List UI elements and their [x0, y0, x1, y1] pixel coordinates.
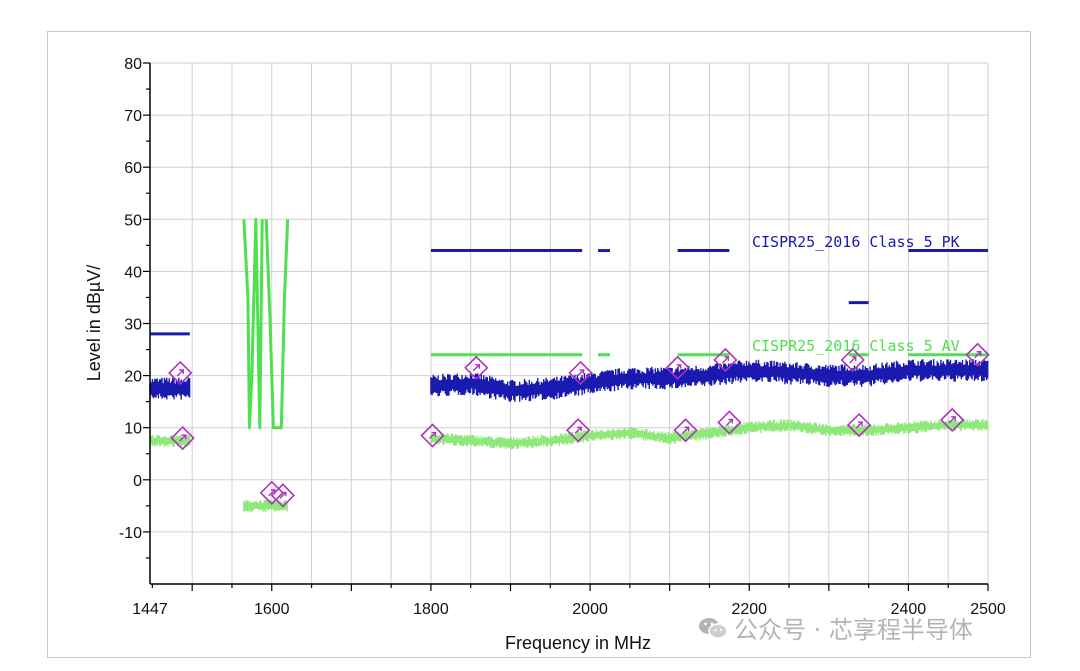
y-tick-label: 50	[124, 212, 142, 229]
x-tick-label: 2200	[731, 601, 767, 618]
trace-series	[149, 217, 989, 512]
marker-arrow	[176, 369, 184, 377]
x-tick-label: 2500	[970, 601, 1006, 618]
marker-diamond	[846, 412, 872, 438]
marker-arrow	[682, 426, 690, 434]
y-tick-label: 70	[124, 108, 142, 125]
marker-diamond	[170, 425, 195, 451]
y-tick-label: 30	[124, 317, 142, 334]
limit-labels: CISPR25_2016 Class 5 PK CISPR25_2016 Clas…	[752, 233, 960, 355]
x-axis-title: Frequency in MHz	[505, 633, 651, 653]
marker-diamond	[940, 407, 965, 433]
peak-marker	[673, 418, 698, 443]
marker-arrow	[948, 416, 956, 424]
peak-marker	[568, 360, 593, 386]
watermark: 公众号 · 芯享程半导体	[698, 610, 973, 645]
y-tick-label: 80	[124, 56, 142, 73]
marker-arrow	[721, 356, 730, 364]
marker-arrow	[279, 491, 287, 499]
x-tick-label: 1447	[132, 601, 168, 618]
marker-arrow	[179, 434, 187, 442]
marker-arrow	[574, 426, 582, 434]
marker-diamond	[270, 483, 296, 508]
x-tick-label: 2400	[891, 601, 927, 618]
peak-marker	[840, 347, 865, 373]
peak-marker	[168, 360, 193, 386]
y-tick-label: -10	[119, 525, 142, 542]
marker-arrow	[855, 421, 863, 429]
limit-line-label: CISPR25_2016 Class 5 AV	[752, 337, 960, 355]
y-tick-label: 60	[124, 160, 142, 177]
y-axis-title: Level in dBµV/	[84, 265, 104, 381]
marker-diamond	[566, 418, 591, 443]
marker-diamond	[464, 355, 489, 380]
peak-markers	[168, 342, 990, 508]
x-tick-label: 1800	[413, 601, 449, 618]
x-tick-label: 1600	[254, 601, 290, 618]
y-tick-label: 10	[124, 421, 142, 438]
grid	[150, 62, 989, 584]
series-av-band-trace	[242, 217, 264, 430]
marker-diamond	[420, 423, 445, 448]
peak-marker	[717, 410, 742, 435]
y-tick-label: 40	[124, 264, 142, 281]
series-av	[430, 419, 989, 450]
peak-marker	[566, 418, 591, 443]
marker-arrow	[429, 431, 437, 440]
peak-marker	[846, 412, 872, 438]
limit-lines	[150, 249, 988, 388]
marker-diamond	[713, 347, 738, 373]
marker-diamond	[717, 410, 742, 435]
peak-marker	[464, 355, 489, 380]
marker-arrow	[974, 351, 982, 359]
peak-marker	[420, 423, 445, 448]
series-av	[243, 499, 288, 512]
x-tick-label: 2000	[572, 601, 608, 618]
peak-marker	[170, 425, 195, 451]
axes: -10 0 10 20 30 40 50 60 70 80 1447 1600 1800 2000 2200…	[119, 56, 1006, 618]
marker-diamond	[665, 355, 690, 380]
limit-line-label: CISPR25_2016 Class 5 PK	[752, 233, 960, 251]
watermark-text: 公众号 · 芯享程半导体	[734, 616, 973, 644]
peak-marker	[713, 347, 738, 373]
marker-diamond	[168, 360, 193, 386]
marker-diamond	[568, 360, 593, 386]
chart-frame	[47, 31, 1031, 658]
peak-marker	[965, 342, 990, 367]
series-av-band-trace	[264, 219, 290, 430]
marker-arrow	[725, 418, 734, 426]
marker-diamond	[840, 347, 865, 373]
peak-marker	[665, 355, 690, 380]
peak-marker	[940, 407, 965, 433]
marker-arrow	[849, 356, 857, 364]
marker-arrow	[577, 369, 585, 377]
y-tick-label: 20	[124, 369, 142, 386]
y-tick-label: 0	[133, 473, 142, 490]
marker-diamond	[673, 418, 698, 443]
marker-arrow	[472, 364, 480, 372]
marker-arrow	[674, 364, 682, 372]
peak-marker	[270, 483, 296, 508]
wechat-icon	[699, 617, 728, 639]
marker-diamond	[965, 342, 990, 367]
